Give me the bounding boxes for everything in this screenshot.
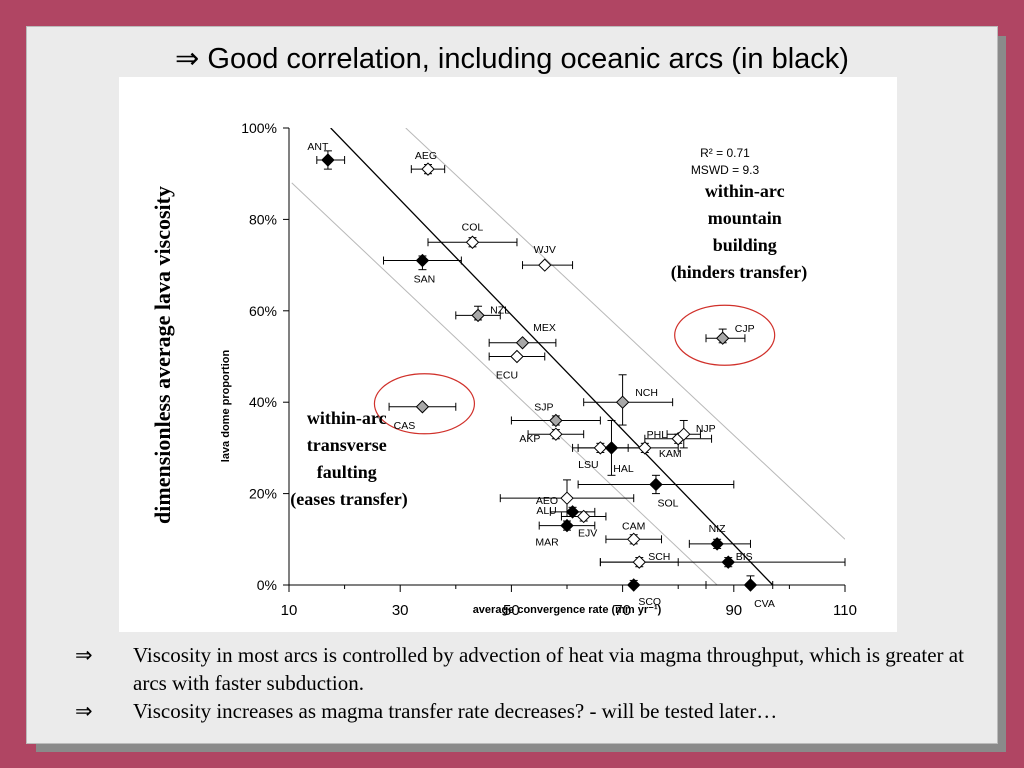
slide-title: ⇒ Good correlation, including oceanic ar… [27,41,997,76]
bullet-item: ⇒ Viscosity in most arcs is controlled b… [75,641,975,697]
data-point-ecu [510,349,524,364]
vertical-viscosity-label: dimensionless average lava viscosity [150,186,175,524]
point-label: BIS [736,551,753,563]
data-point-lsu [593,441,608,455]
bullet-arrow: ⇒ [75,699,93,723]
y-tick-label: 20% [249,486,277,502]
highlight-circle [373,373,476,435]
point-label: NZL [490,304,510,316]
point-label: ECU [496,370,518,382]
point-label: AEG [415,150,437,162]
data-point-aeg [421,162,435,176]
confidence-band-line [405,128,845,540]
point-label: AKP [519,433,540,445]
data-point-sch [632,555,646,569]
confidence-band-line [291,182,718,585]
title-text: Good correlation, including oceanic arcs… [207,43,849,75]
data-point-cva [743,578,758,592]
x-axis-label: average convergence rate (mm yr⁻¹) [473,604,662,616]
data-point-sjp [549,413,563,428]
data-point-cjp [715,331,730,345]
point-label: CVA [754,598,775,610]
data-point-ant [321,153,335,167]
y-tick-label: 100% [241,120,277,136]
point-label: MEX [533,322,556,334]
x-tick-label: 70 [614,602,631,619]
point-label: ANT [307,141,329,153]
point-label: AEO [536,495,558,507]
y-tick-label: 0% [257,577,277,593]
data-point-mar [560,518,574,533]
data-point-akp [549,427,563,441]
point-label: NCH [635,387,658,399]
data-point-ejv [576,509,591,524]
annotation-left: within-arc transverse faulting (eases tr… [290,408,407,510]
data-point-bis [721,555,735,569]
point-label: WJV [534,244,556,256]
fit-stat: R² = 0.71 [700,146,750,160]
y-tick-label: 60% [249,303,277,319]
point-label: ALU [536,505,556,517]
point-label: SOL [657,497,678,509]
bullet-text: Viscosity in most arcs is controlled by … [133,643,964,695]
point-label: SJP [534,401,553,413]
chart-panel: 0% 20% 40% 60% 80% 100% 10 30 50 70 90 110 ANT AEG CO… [119,77,897,632]
point-label: NJP [696,423,716,435]
x-tick-label: 110 [833,602,857,619]
data-point-hal [604,441,619,455]
point-label: SAN [414,274,436,286]
annotation-right: within-arc mountain building (hinders tr… [671,181,807,283]
title-arrow: ⇒ [175,43,200,75]
point-label: EJV [578,527,597,539]
highlight-circle [674,304,776,366]
scatter-chart: 0% 20% 40% 60% 80% 100% 10 30 50 70 90 110 ANT AEG CO… [150,120,857,619]
point-label: PHL [647,429,668,441]
slide: ⇒ Good correlation, including oceanic ar… [26,26,998,744]
data-point-cas [415,400,430,414]
data-point-col [465,235,480,249]
point-label: MAR [535,537,559,549]
y-tick-label: 40% [249,394,277,410]
x-tick-label: 90 [725,602,742,619]
data-point-niz [710,537,724,551]
data-point-san [415,253,430,268]
x-tick-label: 30 [392,602,409,619]
point-label: KAM [659,448,682,460]
data-point-wjv [538,258,552,272]
point-label: HAL [613,463,634,475]
point-label: SCO [638,596,661,608]
bullet-text: Viscosity increases as magma transfer ra… [133,699,778,723]
y-axis-label: lava dome proportion [220,349,232,462]
point-label: COL [462,221,484,233]
fit-stat: MSWD = 9.3 [691,163,760,177]
point-label: LSU [578,459,598,471]
data-point-cam [627,532,641,547]
data-point-nch [615,395,630,409]
data-point-njp [677,427,691,441]
x-tick-label: 10 [281,602,298,619]
x-tick-label: 50 [503,602,520,619]
data-point-phl [638,441,652,455]
data-point-mex [515,336,530,350]
data-point-alu [565,505,580,519]
bullet-item: ⇒ Viscosity increases as magma transfer … [75,697,975,725]
point-label: SCH [648,551,670,563]
bullet-arrow: ⇒ [75,643,93,667]
point-label: NIZ [709,523,727,535]
point-label: CAM [622,520,645,532]
point-label: CJP [735,323,755,335]
data-point-aeo [560,491,574,505]
data-point-sco [627,578,641,592]
regression-line [330,128,774,585]
y-tick-label: 80% [249,211,277,227]
data-point-sol [649,477,663,492]
point-label: CAS [394,420,416,432]
data-point-nzl [471,308,485,323]
bullet-list: ⇒ Viscosity in most arcs is controlled b… [75,641,975,725]
